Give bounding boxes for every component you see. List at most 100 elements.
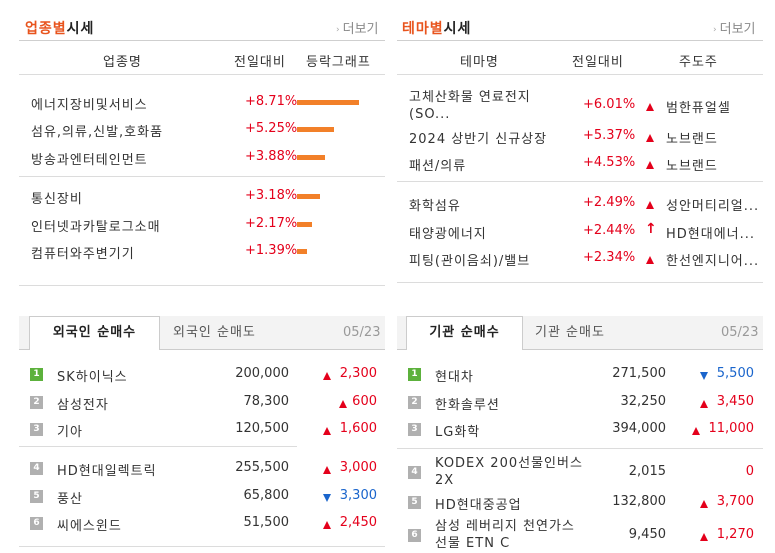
up-triangle-icon bbox=[323, 518, 331, 533]
stock-name-link[interactable]: 삼성 레버리지 천연가스 선물 ETN C bbox=[435, 519, 575, 551]
change-bar bbox=[297, 100, 359, 105]
up-triangle-icon bbox=[700, 397, 708, 412]
theme-title[interactable]: 테마별시세 bbox=[402, 18, 471, 38]
divider bbox=[19, 285, 385, 286]
theme-name-link[interactable]: 피팅(관이음쇠)/밸브 bbox=[409, 254, 531, 269]
stock-name-link[interactable]: SK하이닉스 bbox=[57, 370, 128, 385]
industry-change: +5.25% bbox=[245, 121, 298, 136]
stock-price: 51,500 bbox=[243, 515, 290, 530]
industry-title[interactable]: 업종별시세 bbox=[25, 18, 94, 38]
industry-name-link[interactable]: 인터넷과카탈로그소매 bbox=[31, 220, 161, 235]
industry-name-link[interactable]: 통신장비 bbox=[31, 192, 83, 207]
theme-name-link[interactable]: 2024 상반기 신규상장 bbox=[409, 132, 548, 147]
up-triangle-icon bbox=[323, 424, 331, 439]
theme-change: +2.49% bbox=[583, 195, 636, 210]
change-bar bbox=[297, 127, 334, 132]
theme-leader-link[interactable]: 성안머티리얼... bbox=[666, 199, 760, 214]
down-triangle-icon bbox=[700, 369, 708, 384]
theme-change: +2.34% bbox=[583, 250, 636, 265]
up-triangle-icon bbox=[646, 253, 654, 268]
industry-title-highlight: 업종별 bbox=[25, 21, 67, 37]
rank-badge: 4 bbox=[30, 462, 43, 475]
theme-name-link[interactable]: 화학섬유 bbox=[409, 199, 461, 214]
tab-foreign-sell[interactable]: 외국인 순매도 bbox=[173, 325, 256, 340]
chevron-right-icon: › bbox=[336, 25, 340, 35]
theme-leader-link[interactable]: HD현대에너... bbox=[666, 227, 756, 242]
theme-change: +5.37% bbox=[583, 128, 636, 143]
stock-change: 3,700 bbox=[716, 494, 754, 509]
industry-title-rest: 시세 bbox=[66, 21, 95, 37]
industry-change: +3.88% bbox=[245, 149, 298, 164]
divider bbox=[19, 546, 385, 547]
divider bbox=[397, 349, 763, 350]
tab-institution-buy[interactable]: 기관 순매수 bbox=[406, 316, 523, 350]
up-triangle-icon bbox=[323, 463, 331, 478]
stock-name-link[interactable]: 삼성전자 bbox=[57, 398, 109, 413]
stock-change: 3,450 bbox=[716, 394, 754, 409]
rank-badge: 5 bbox=[408, 496, 421, 509]
stock-change: 1,270 bbox=[716, 527, 754, 542]
divider bbox=[397, 74, 763, 75]
stock-change: 11,000 bbox=[708, 421, 755, 436]
theme-title-rest: 시세 bbox=[443, 21, 472, 37]
rank-badge: 6 bbox=[30, 517, 43, 530]
industry-name-link[interactable]: 컴퓨터와주변기기 bbox=[31, 247, 135, 262]
industry-name-link[interactable]: 섬유,의류,신발,호화품 bbox=[31, 125, 164, 140]
stock-name-link[interactable]: 풍산 bbox=[57, 492, 83, 507]
stock-change: 3,000 bbox=[339, 460, 377, 475]
rank-badge: 5 bbox=[30, 490, 43, 503]
stock-price: 2,015 bbox=[628, 464, 666, 479]
theme-more-label: 더보기 bbox=[719, 22, 756, 37]
theme-change: +2.44% bbox=[583, 223, 636, 238]
tab-institution-sell[interactable]: 기관 순매도 bbox=[535, 325, 605, 340]
stock-name-link[interactable]: LG화학 bbox=[435, 425, 481, 440]
theme-leader-link[interactable]: 한선엔지니어... bbox=[666, 254, 760, 269]
theme-name-link[interactable]: 고체산화물 연료전지(SO... bbox=[409, 90, 531, 122]
rank-badge: 2 bbox=[408, 396, 421, 409]
industry-name-link[interactable]: 방송과엔터테인먼트 bbox=[31, 153, 148, 168]
col-header-industry-name: 업종명 bbox=[103, 55, 142, 70]
stock-name-link[interactable]: 기아 bbox=[57, 425, 83, 440]
divider bbox=[397, 40, 763, 41]
stock-price: 394,000 bbox=[612, 421, 666, 436]
divider bbox=[397, 181, 763, 182]
rank-badge: 4 bbox=[408, 466, 421, 479]
tab-foreign-buy[interactable]: 외국인 순매수 bbox=[29, 316, 160, 350]
industry-change: +3.18% bbox=[245, 188, 298, 203]
rank-badge: 3 bbox=[408, 423, 421, 436]
stock-change: 0 bbox=[745, 464, 754, 479]
stock-name-link[interactable]: 한화솔루션 bbox=[435, 398, 500, 413]
theme-leader-link[interactable]: 노브랜드 bbox=[666, 159, 718, 174]
theme-change: +6.01% bbox=[583, 97, 636, 112]
stock-name-link[interactable]: HD현대일렉트릭 bbox=[57, 464, 157, 479]
col-header-theme-name: 테마명 bbox=[460, 55, 499, 70]
stock-name-link[interactable]: HD현대중공업 bbox=[435, 498, 522, 513]
divider bbox=[19, 176, 385, 177]
theme-name-link[interactable]: 태양광에너지 bbox=[409, 227, 487, 242]
stock-name-link[interactable]: KODEX 200선물인버스2X bbox=[435, 456, 583, 488]
theme-more-link[interactable]: › 더보기 bbox=[713, 18, 756, 37]
industry-change: +8.71% bbox=[245, 94, 298, 109]
stock-name-link[interactable]: 씨에스윈드 bbox=[57, 519, 122, 534]
upper-limit-arrow-icon: ↑ bbox=[645, 221, 657, 237]
theme-name-link[interactable]: 패션/의류 bbox=[409, 159, 467, 174]
change-bar bbox=[297, 249, 307, 254]
stock-change: 2,300 bbox=[339, 366, 377, 381]
divider bbox=[397, 448, 763, 449]
theme-leader-link[interactable]: 노브랜드 bbox=[666, 132, 718, 147]
theme-leader-link[interactable]: 범한퓨얼셀 bbox=[666, 101, 731, 116]
stock-change: 1,600 bbox=[339, 421, 377, 436]
divider bbox=[19, 40, 385, 41]
stock-name-link[interactable]: 현대차 bbox=[435, 370, 474, 385]
rank-badge: 2 bbox=[30, 396, 43, 409]
change-bar bbox=[297, 194, 320, 199]
down-triangle-icon bbox=[323, 491, 331, 506]
stock-change: 3,300 bbox=[339, 488, 377, 503]
stock-change: 5,500 bbox=[716, 366, 754, 381]
col-header-change: 전일대비 bbox=[234, 55, 286, 70]
industry-name-link[interactable]: 에너지장비및서비스 bbox=[31, 98, 148, 113]
industry-change: +2.17% bbox=[245, 216, 298, 231]
up-triangle-icon bbox=[692, 424, 700, 439]
industry-more-link[interactable]: › 더보기 bbox=[336, 18, 379, 37]
up-triangle-icon bbox=[700, 497, 708, 512]
